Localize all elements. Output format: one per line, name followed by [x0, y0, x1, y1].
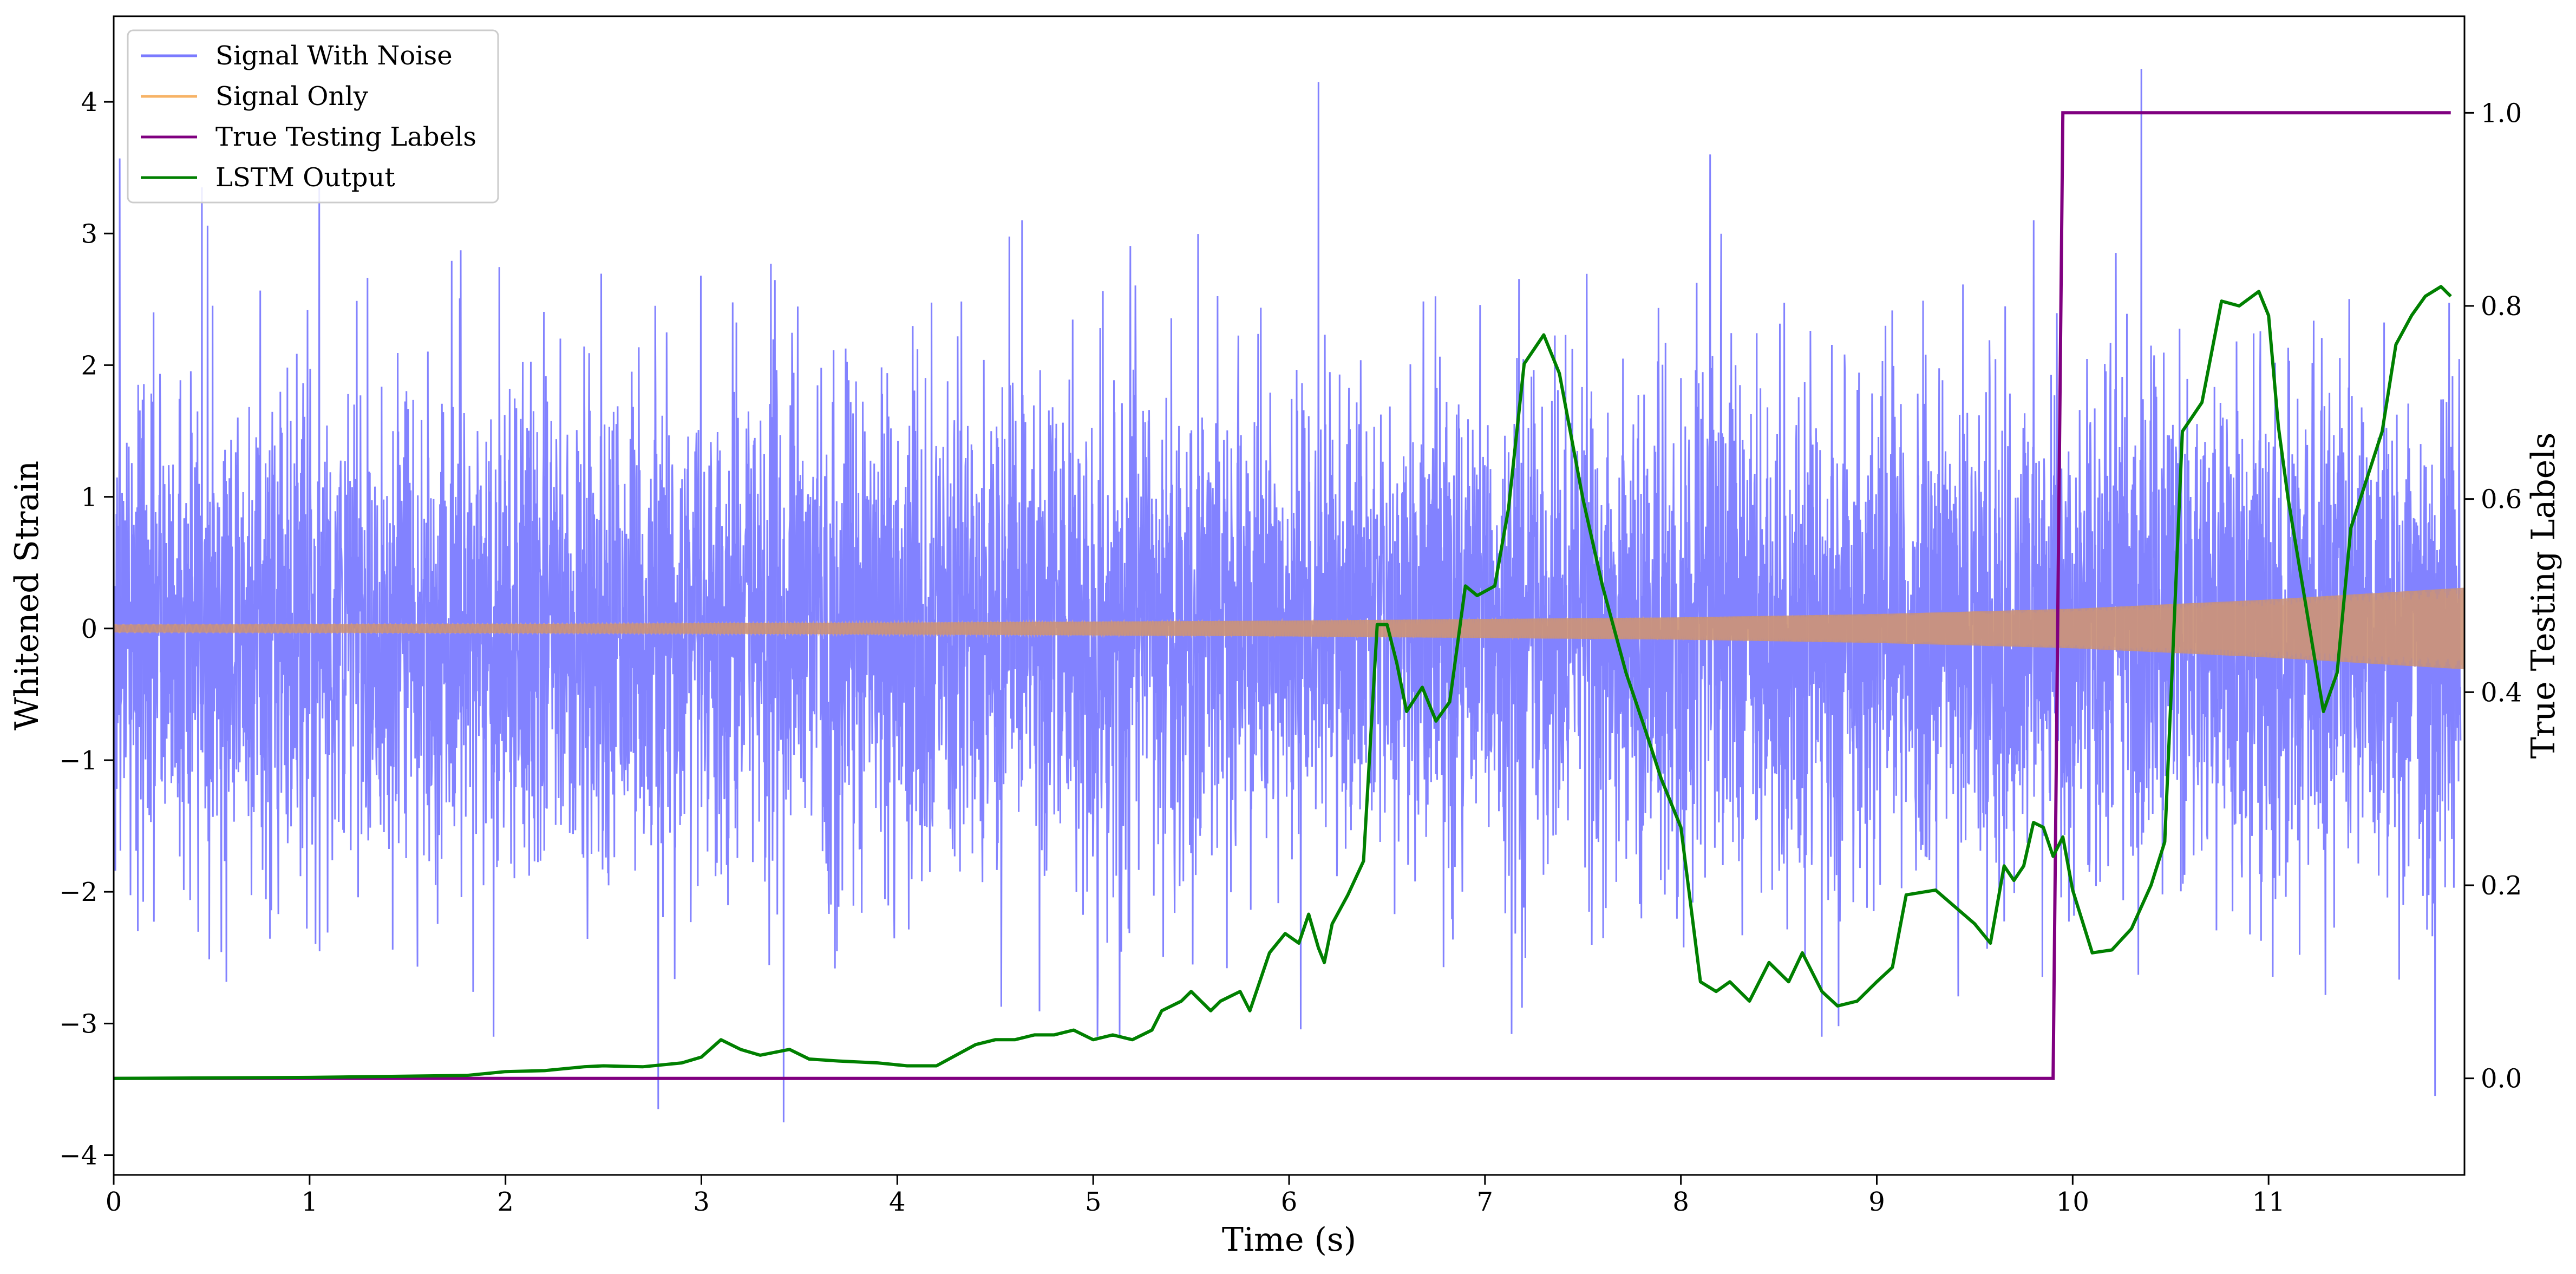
y2-axis-title: True Testing Labels: [2525, 433, 2562, 759]
axis-ticks: 0 1 2 3 4 5 6 7 8 9 10 11 −4 −3 −2 −1 0 1 2 3 4 0.0 0.2 0.4 0.6 0…: [59, 87, 2522, 1217]
x-tick-label: 8: [1672, 1187, 1689, 1217]
signal-only-envelope: [114, 587, 2464, 670]
x-tick-label: 2: [497, 1187, 514, 1217]
signal-with-noise-series: [114, 69, 2462, 1122]
true-testing-labels-line: [114, 111, 2451, 1080]
y2-tick-label: 0.4: [2481, 677, 2522, 708]
true-testing-labels-series: [114, 111, 2451, 1080]
lstm-output-series: [114, 285, 2452, 1080]
y-tick-label: −4: [59, 1141, 97, 1171]
x-axis-title: Time (s): [1222, 1221, 1356, 1259]
y2-tick-label: 1.0: [2481, 98, 2522, 128]
x-tick-label: 9: [1868, 1187, 1885, 1217]
y-tick-label: −2: [59, 877, 97, 907]
y2-tick-label: 0.8: [2481, 291, 2522, 322]
y-tick-label: 2: [81, 350, 97, 381]
legend-label-true-testing-labels: True Testing Labels: [215, 122, 476, 152]
x-tick-label: 3: [693, 1187, 710, 1217]
x-tick-label: 6: [1281, 1187, 1298, 1217]
y2-tick-label: 0.6: [2481, 485, 2522, 515]
signal-only-series: [114, 587, 2464, 670]
legend: Signal With Noise Signal Only True Testi…: [127, 29, 499, 204]
x-tick-label: 7: [1477, 1187, 1494, 1217]
x-tick-label: 0: [106, 1187, 122, 1217]
legend-label-lstm-output: LSTM Output: [215, 162, 395, 193]
y-tick-label: 4: [81, 87, 97, 117]
plot-frame: [113, 15, 2466, 1176]
legend-label-signal-only: Signal Only: [215, 81, 368, 112]
x-tick-label: 1: [302, 1187, 318, 1217]
x-tick-label: 4: [889, 1187, 906, 1217]
signal-with-noise-line: [114, 69, 2462, 1122]
y2-tick-label: 0.2: [2481, 871, 2522, 901]
legend-label-signal-with-noise: Signal With Noise: [215, 41, 453, 71]
x-tick-label: 10: [2056, 1187, 2089, 1217]
y-tick-label: 1: [81, 482, 97, 513]
y2-tick-label: 0.0: [2481, 1064, 2522, 1094]
legend-box: [127, 29, 499, 204]
y-tick-label: 0: [81, 614, 97, 644]
y-tick-label: −1: [59, 746, 97, 776]
y-axis-title: Whitened Strain: [8, 461, 46, 730]
y-tick-label: 3: [81, 219, 97, 249]
lstm-output-line: [114, 285, 2452, 1080]
x-tick-label: 11: [2252, 1187, 2285, 1217]
plot-area: [114, 69, 2464, 1122]
x-tick-label: 5: [1085, 1187, 1102, 1217]
y-tick-label: −3: [59, 1009, 97, 1039]
